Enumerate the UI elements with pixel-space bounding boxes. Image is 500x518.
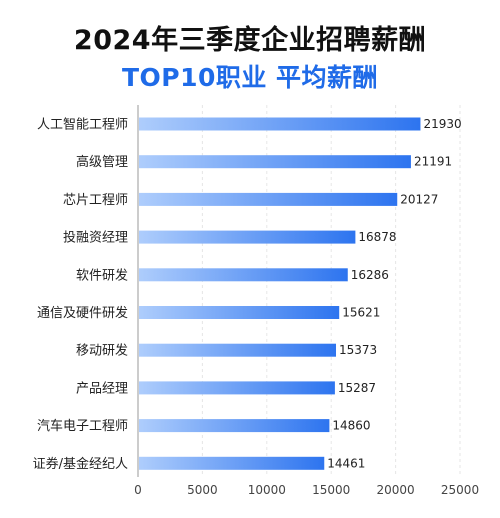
value-label: 20127: [400, 192, 438, 206]
category-label: 投融资经理: [63, 230, 128, 246]
category-label: 汽车电子工程师: [37, 418, 128, 434]
category-label: 产品经理: [76, 381, 128, 396]
x-tick-label: 15000: [312, 483, 350, 497]
bar: [139, 230, 356, 244]
bar: [139, 117, 421, 131]
value-label: 21930: [423, 117, 461, 131]
value-label: 16878: [358, 230, 396, 244]
category-label: 人工智能工程师: [37, 118, 128, 133]
category-label: 通信及硬件研发: [37, 305, 128, 321]
x-tick-label: 20000: [377, 483, 415, 497]
value-label: 15287: [338, 381, 376, 395]
bar: [139, 343, 337, 357]
x-tick-label: 0: [134, 483, 142, 497]
chart-title: 2024年三季度企业招聘薪酬: [73, 25, 427, 56]
category-label: 移动研发: [76, 343, 128, 359]
x-tick-label: 10000: [248, 483, 286, 497]
category-label: 软件研发: [76, 267, 128, 283]
bar: [139, 456, 325, 470]
x-tick-label: 25000: [441, 483, 479, 497]
bars: [139, 117, 421, 470]
bar: [139, 306, 340, 319]
value-label: 14860: [332, 419, 370, 433]
category-label: 高级管理: [76, 154, 128, 170]
chart-subtitle: TOP10职业 平均薪酬: [121, 63, 379, 92]
bar: [139, 419, 330, 433]
value-label: 15621: [342, 306, 380, 320]
category-label: 芯片工程师: [63, 193, 128, 208]
bar: [139, 192, 398, 206]
bar: [139, 381, 335, 395]
labels: 0 5000 10000 15000 20000 25000 人工智能工程师 21930 高级管…: [33, 117, 479, 497]
category-label: 证券/基金经纪人: [33, 456, 128, 472]
value-label: 14461: [327, 456, 365, 470]
value-label: 16286: [351, 268, 389, 282]
bar: [139, 155, 411, 169]
value-label: 21191: [414, 155, 452, 169]
bar: [139, 268, 348, 282]
x-tick-label: 5000: [187, 483, 218, 497]
value-label: 15373: [339, 343, 377, 357]
